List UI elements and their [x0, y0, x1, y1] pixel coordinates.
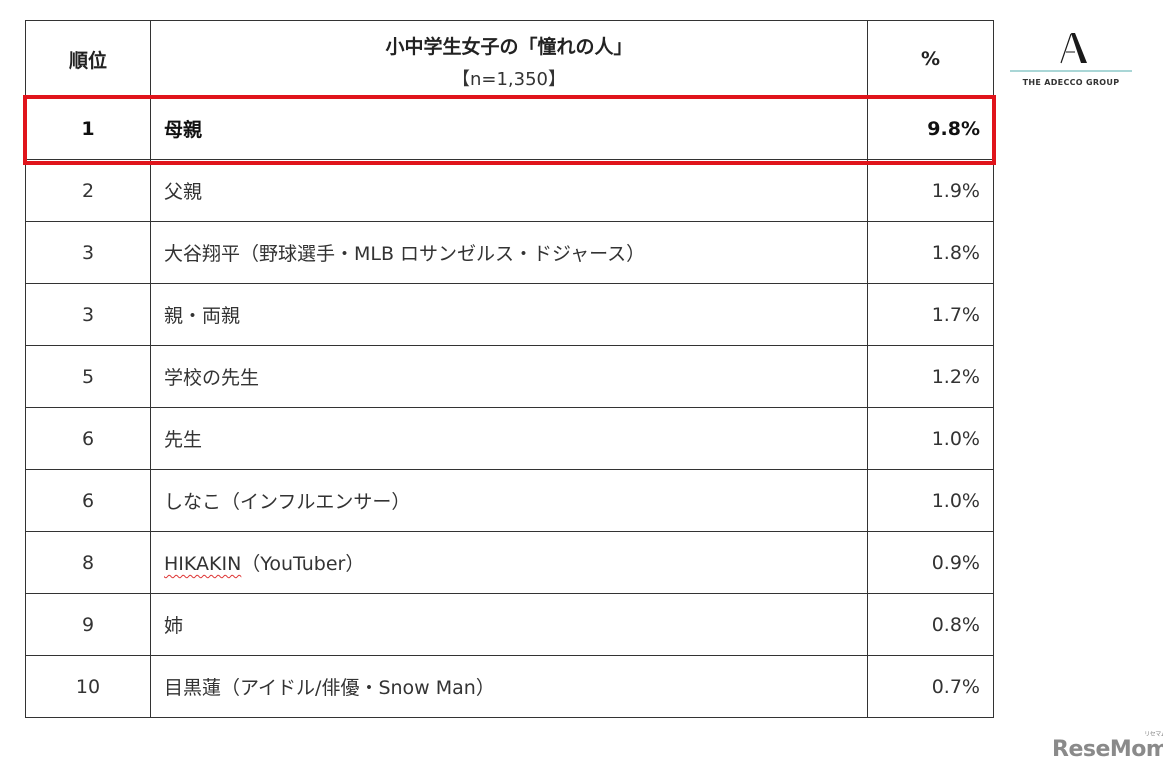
table-row: 10 目黒蓮（アイドル/俳優・Snow Man） 0.7% — [25, 655, 994, 718]
percent-cell: 1.9% — [867, 159, 994, 222]
percent-cell: 1.2% — [867, 345, 994, 408]
table-row: 9 姉 0.8% — [25, 593, 994, 656]
table-row: 3 大谷翔平（野球選手・MLB ロサンゼルス・ドジャース） 1.8% — [25, 221, 994, 284]
name-cell: 父親 — [150, 159, 868, 222]
table-row: 2 父親 1.9% — [25, 159, 994, 222]
resemom-wordmark: ReseMom — [1052, 737, 1163, 762]
name-cell: 先生 — [150, 407, 868, 470]
spellcheck-underlined-text: HIKAKIN — [164, 553, 242, 575]
table-header-row: 順位 小中学生女子の「憧れの人」 【n=1,350】 % — [25, 20, 994, 98]
percent-cell: 0.7% — [867, 655, 994, 718]
name-cell: 目黒蓮（アイドル/俳優・Snow Man） — [150, 655, 868, 718]
ranking-table: 順位 小中学生女子の「憧れの人」 【n=1,350】 % 1 母親 9.8% 2… — [25, 20, 994, 718]
name-cell: 親・両親 — [150, 283, 868, 346]
percent-cell: 0.8% — [867, 593, 994, 656]
rank-cell: 8 — [25, 531, 151, 594]
rank-cell: 5 — [25, 345, 151, 408]
percent-cell: 1.0% — [867, 469, 994, 532]
rank-cell: 6 — [25, 407, 151, 470]
ranking-table-container: 順位 小中学生女子の「憧れの人」 【n=1,350】 % 1 母親 9.8% 2… — [25, 20, 994, 718]
adecco-divider — [1010, 70, 1132, 72]
rank-cell: 1 — [25, 97, 151, 160]
percent-cell: 0.9% — [867, 531, 994, 594]
name-cell: 母親 — [150, 97, 868, 160]
name-cell: 姉 — [150, 593, 868, 656]
percent-cell: 9.8% — [867, 97, 994, 160]
table-row: 3 親・両親 1.7% — [25, 283, 994, 346]
table-row: 6 しなこ（インフルエンサー） 1.0% — [25, 469, 994, 532]
percent-cell: 1.8% — [867, 221, 994, 284]
table-row: 6 先生 1.0% — [25, 407, 994, 470]
header-sample-size: 【n=1,350】 — [451, 68, 567, 90]
percent-cell: 1.7% — [867, 283, 994, 346]
rank-cell: 6 — [25, 469, 151, 532]
adecco-a-icon — [1060, 33, 1087, 64]
name-suffix: （YouTuber） — [241, 553, 365, 575]
adecco-brand-text: THE ADECCO GROUP — [1022, 78, 1120, 87]
adecco-logo: THE ADECCO GROUP — [1010, 32, 1132, 87]
rank-cell: 2 — [25, 159, 151, 222]
name-cell: 学校の先生 — [150, 345, 868, 408]
name-cell: HIKAKIN（YouTuber） — [150, 531, 868, 594]
rank-cell: 10 — [25, 655, 151, 718]
header-percent: % — [867, 20, 994, 98]
name-cell: しなこ（インフルエンサー） — [150, 469, 868, 532]
table-row: 1 母親 9.8% — [25, 97, 994, 160]
rank-cell: 9 — [25, 593, 151, 656]
name-cell: 大谷翔平（野球選手・MLB ロサンゼルス・ドジャース） — [150, 221, 868, 284]
resemom-logo: ReseMom リセマム — [1052, 731, 1163, 762]
table-row: 5 学校の先生 1.2% — [25, 345, 994, 408]
header-title: 小中学生女子の「憧れの人」 【n=1,350】 — [150, 20, 868, 98]
header-rank: 順位 — [25, 20, 151, 98]
table-row: 8 HIKAKIN（YouTuber） 0.9% — [25, 531, 994, 594]
rank-cell: 3 — [25, 283, 151, 346]
percent-cell: 1.0% — [867, 407, 994, 470]
header-title-main: 小中学生女子の「憧れの人」 — [385, 35, 633, 58]
rank-cell: 3 — [25, 221, 151, 284]
resemom-ruby: リセマム — [1144, 731, 1163, 738]
